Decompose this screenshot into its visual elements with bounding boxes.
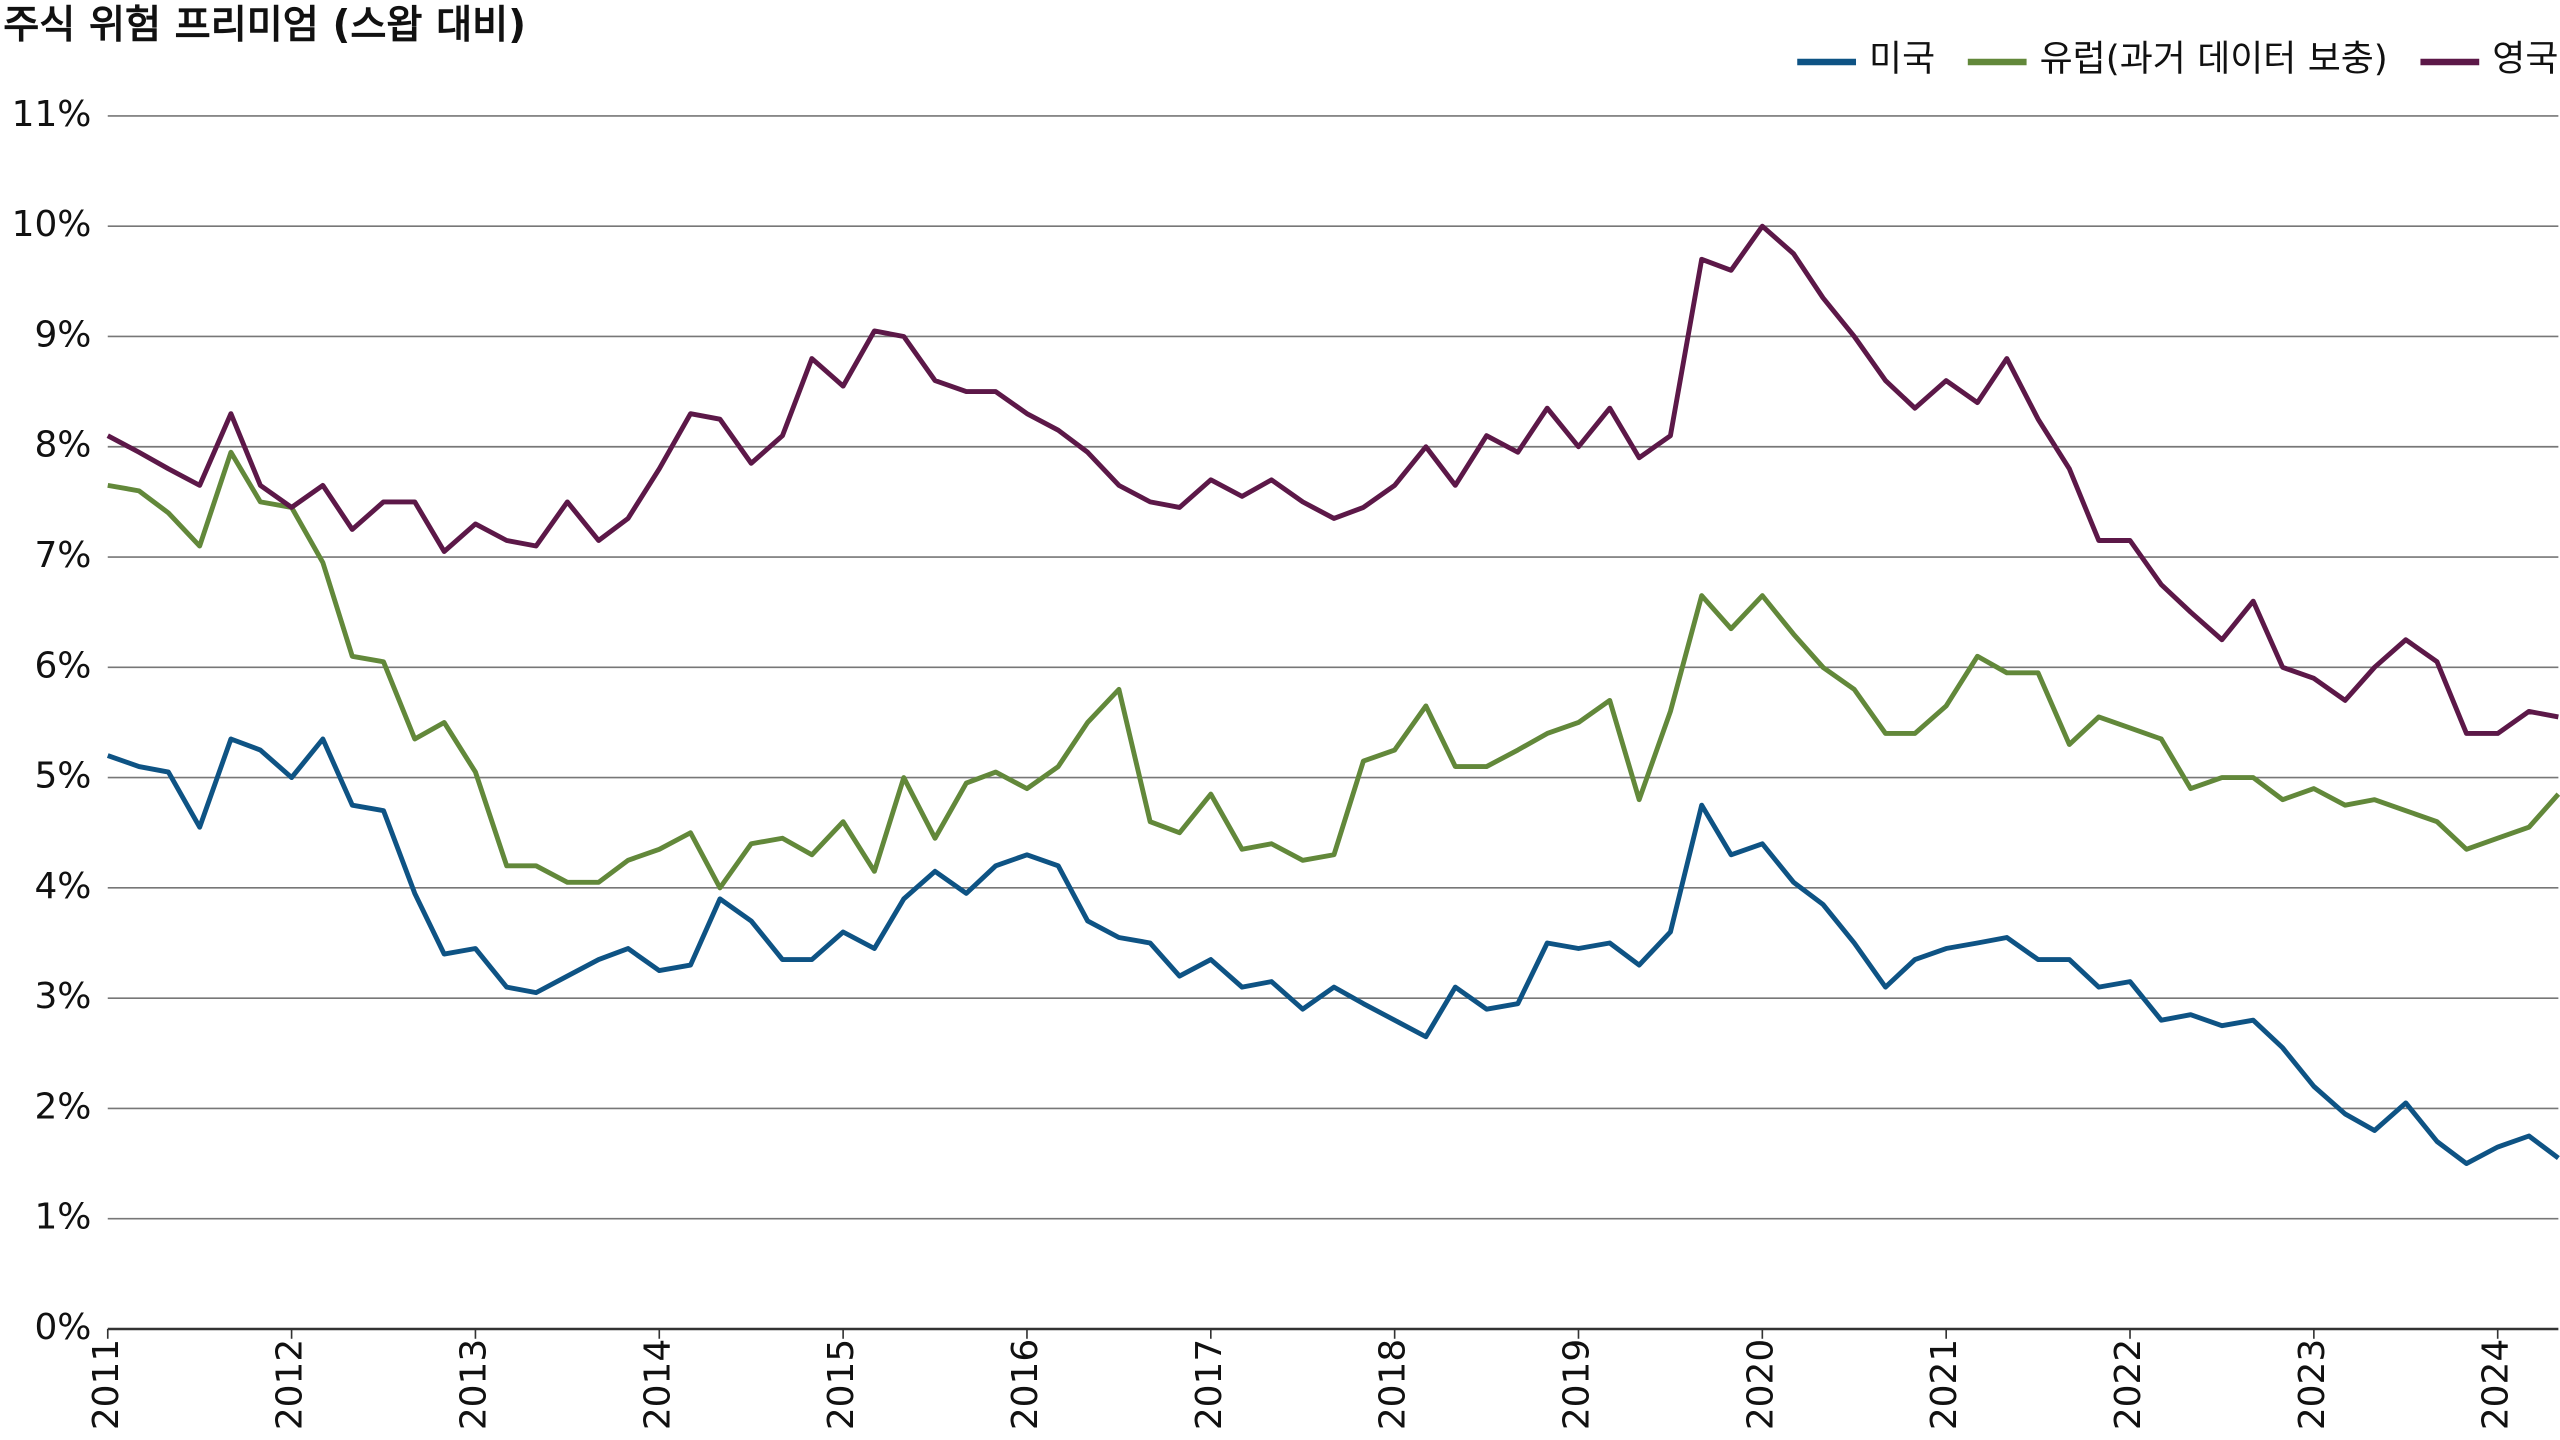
y-tick-label: 0% <box>34 1307 91 1348</box>
legend-label: 유럽(과거 데이터 보충) <box>2040 38 2388 79</box>
y-tick-label: 8% <box>34 425 91 466</box>
series-line <box>107 449 2560 891</box>
x-tick-label: 2024 <box>2476 1339 2517 1430</box>
x-tick-label: 2022 <box>2108 1339 2149 1430</box>
y-tick-label: 2% <box>34 1086 91 1127</box>
y-tick-label: 10% <box>12 204 92 245</box>
legend-label: 미국 <box>1869 38 1935 79</box>
x-tick-label: 2017 <box>1189 1339 1230 1430</box>
x-tick-label: 2021 <box>1924 1339 1965 1430</box>
y-tick-label: 5% <box>34 756 91 797</box>
y-tick-label: 1% <box>34 1197 91 1238</box>
y-tick-label: 11% <box>12 94 92 135</box>
x-tick-label: 2011 <box>86 1339 127 1430</box>
y-tick-label: 3% <box>34 976 91 1017</box>
x-tick-label: 2016 <box>1005 1339 1046 1430</box>
x-tick-label: 2020 <box>1740 1339 1781 1430</box>
y-tick-label: 7% <box>34 535 91 576</box>
series-line <box>106 223 2559 736</box>
y-tick-label: 6% <box>34 645 91 686</box>
y-tick-label: 4% <box>34 866 91 907</box>
legend-label: 영국 <box>2492 38 2558 79</box>
x-tick-label: 2014 <box>637 1339 678 1430</box>
x-tick-label: 2019 <box>1556 1339 1597 1430</box>
series-line <box>106 736 2560 1167</box>
y-tick-label: 9% <box>34 314 91 355</box>
legend: 영국 유럽(과거 데이터 보충) 미국 <box>1797 38 2558 79</box>
x-tick-label: 2023 <box>2292 1339 2333 1430</box>
chart-title: 주식 위험 프리미엄 (스왑 대비) <box>3 3 526 48</box>
x-tick-label: 2013 <box>453 1339 494 1430</box>
x-tick-label: 2018 <box>1373 1339 1414 1430</box>
x-tick-label: 2015 <box>821 1339 862 1430</box>
x-tick-label: 2012 <box>270 1339 311 1430</box>
